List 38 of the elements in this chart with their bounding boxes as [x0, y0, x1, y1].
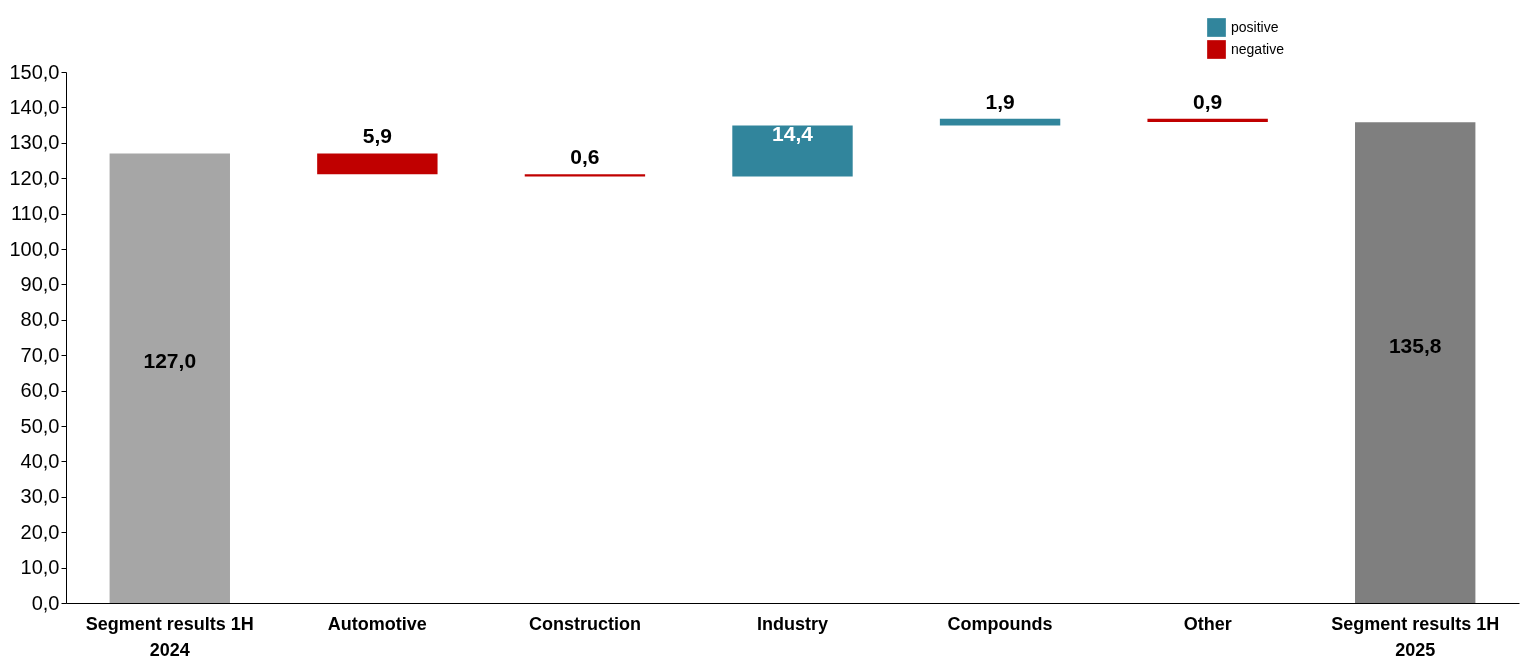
y-tick-label: 50,0 — [20, 414, 60, 437]
data-label: 14,4 — [772, 121, 814, 145]
data-label: 1,9 — [985, 89, 1015, 113]
bar — [317, 153, 438, 175]
data-label: 5,9 — [362, 124, 392, 148]
data-label: 135,8 — [1388, 333, 1442, 357]
y-tick-label: 120,0 — [9, 166, 60, 189]
y-tick-label: 80,0 — [20, 308, 60, 331]
data-label: 0,9 — [1193, 89, 1223, 113]
bar — [1147, 118, 1268, 122]
y-tick-label: 150,0 — [9, 60, 60, 83]
legend-label: negative — [1231, 40, 1285, 57]
data-label: 0,6 — [570, 145, 600, 169]
x-tick-label: Other — [1183, 613, 1232, 634]
y-tick-label: 100,0 — [9, 237, 60, 260]
x-tick-label: Automotive — [327, 613, 427, 634]
y-tick-label: 110,0 — [10, 202, 60, 225]
y-tick-label: 40,0 — [20, 449, 60, 472]
y-tick-label: 10,0 — [20, 556, 60, 579]
y-tick-label: 60,0 — [20, 379, 60, 402]
y-tick-label: 140,0 — [9, 95, 60, 118]
y-tick-label: 70,0 — [20, 343, 60, 366]
x-tick-label: Segment results 1H 2024 — [85, 613, 254, 660]
y-tick-label: 30,0 — [20, 485, 60, 508]
bar — [524, 174, 646, 177]
legend-label: positive — [1231, 18, 1279, 35]
x-tick-label: Compounds — [947, 613, 1053, 634]
bar — [109, 153, 230, 603]
y-tick-label: 0,0 — [31, 591, 60, 614]
y-tick-label: 90,0 — [20, 272, 60, 295]
y-tick-label: 130,0 — [9, 131, 60, 154]
x-tick-label: Industry — [756, 613, 829, 634]
x-tick-label: Construction — [528, 613, 641, 634]
y-tick-label: 20,0 — [20, 520, 60, 543]
data-label: 127,0 — [143, 349, 197, 373]
bar — [732, 125, 853, 177]
bar — [1355, 122, 1476, 603]
x-tick-label: Segment results 1H 2025 — [1331, 613, 1500, 660]
